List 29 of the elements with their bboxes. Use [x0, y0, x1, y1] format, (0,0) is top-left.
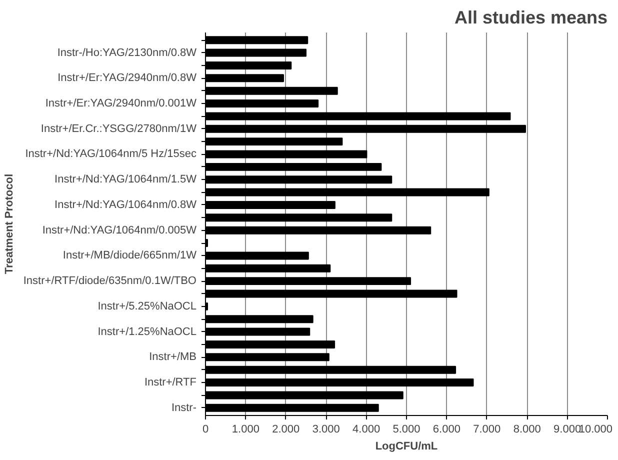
x-tick-label: 7.000	[473, 424, 501, 436]
y-tick-label: Instr+/MB	[149, 351, 196, 364]
x-tick-label: 3.000	[312, 424, 340, 436]
y-tick-label: Instr+/Er.Cr.:YSGG/2780nm/1W	[40, 122, 198, 135]
y-tick-label: Instr+/Nd:YAG/1064nm/0.8W	[54, 198, 198, 211]
x-tick-label: 8.000	[513, 424, 541, 436]
y-tick-label: Instr+/MB/diode/665nm/1W	[62, 250, 198, 262]
x-tick-label: 0	[202, 424, 209, 436]
x-tick-label: 1.000	[232, 424, 260, 436]
y-tick-label: Instr-	[171, 402, 197, 414]
y-tick-label: Instr+/Nd:YAG/1064nm/5 Hz/15sec	[25, 148, 197, 160]
y-tick-label: Instr+/5.25%NaOCL	[98, 300, 197, 312]
x-tick-label: 4.000	[352, 424, 380, 436]
y-tick-label: Instr+/1.25%NaOCL	[98, 326, 197, 338]
y-axis-title: Treatment Protocol	[3, 174, 16, 274]
chart-title: All studies means	[454, 8, 608, 28]
y-tick-label: Instr+/RTF/diode/635nm/0.1W/TBO	[23, 275, 197, 288]
x-tick-label: 2.000	[272, 424, 300, 436]
y-tick-label: Instr+/Er:YAG/2940nm/0.8W	[58, 72, 198, 84]
x-tick-label: 9.000	[554, 424, 582, 436]
y-tick-label: Instr+/RTF	[144, 376, 197, 389]
x-tick-label: 5.000	[392, 424, 420, 436]
x-tick-label: 6.000	[432, 424, 460, 436]
y-tick-label: Instr+/Nd:YAG/1064nm/1.5W	[54, 174, 198, 186]
y-tick-label: Instr+/Nd:YAG/1064nm/0.005W	[42, 224, 198, 236]
x-tick-label: 10.000	[578, 424, 613, 436]
x-axis-title: LogCFU/mL	[375, 440, 438, 452]
y-tick-label: Instr-/Ho:YAG/2130nm/0.8W	[57, 46, 198, 59]
y-tick-label: Instr+/Er:YAG/2940nm/0.001W	[45, 98, 198, 110]
